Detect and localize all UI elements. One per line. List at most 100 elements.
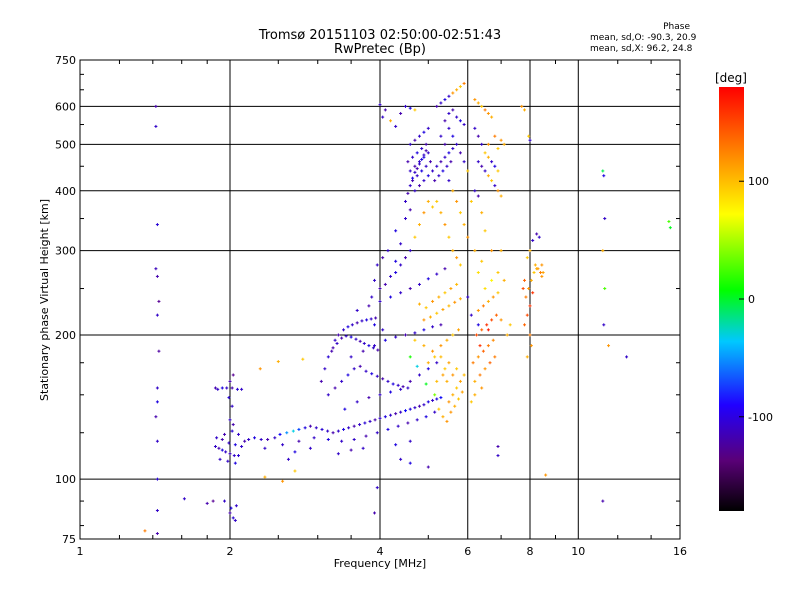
data-point [326, 438, 330, 442]
data-point [367, 304, 371, 308]
data-point [603, 217, 607, 221]
data-point [473, 98, 477, 102]
data-point [483, 287, 487, 291]
data-point [263, 475, 267, 479]
colorbar-tick-label: 0 [748, 293, 755, 306]
data-point [375, 431, 379, 435]
data-point [233, 443, 237, 447]
data-point [426, 174, 430, 178]
data-point [342, 328, 346, 332]
data-point [319, 379, 323, 383]
data-point [323, 367, 327, 371]
data-point [326, 355, 330, 359]
data-point [443, 223, 447, 227]
data-point [308, 424, 312, 428]
data-point [276, 360, 280, 364]
data-point [157, 349, 161, 353]
data-point [535, 267, 539, 271]
data-point [155, 386, 159, 390]
data-point [483, 151, 487, 155]
data-point [411, 179, 415, 183]
data-point [443, 291, 447, 295]
data-point [527, 134, 531, 138]
data-point [668, 226, 672, 230]
data-point [437, 295, 441, 299]
data-point [458, 211, 462, 215]
data-point [445, 338, 449, 342]
data-point [486, 174, 490, 178]
data-point [537, 235, 541, 239]
data-point [383, 415, 387, 419]
data-point [486, 142, 490, 146]
data-point [308, 446, 312, 450]
data-point [355, 321, 359, 325]
y-tick-label: 100 [55, 473, 76, 486]
data-point [406, 191, 410, 195]
data-point [213, 386, 217, 390]
data-point [330, 349, 334, 353]
data-point [231, 373, 235, 377]
data-point [253, 436, 257, 440]
data-point [336, 333, 340, 337]
data-point [435, 272, 439, 276]
data-point [490, 160, 494, 164]
data-point [155, 477, 159, 481]
data-point [399, 263, 403, 267]
data-point [499, 194, 503, 198]
data-point [364, 369, 368, 373]
x-tick-label: 6 [464, 545, 471, 558]
data-point [413, 331, 417, 335]
data-point [441, 169, 445, 173]
data-point [451, 91, 455, 95]
data-point [352, 438, 356, 442]
data-point [406, 386, 410, 390]
data-point [408, 106, 412, 110]
data-point [426, 465, 430, 469]
data-point [312, 436, 316, 440]
data-point [291, 429, 295, 433]
data-point [496, 444, 500, 448]
axis-ticks: 1 2 4 6 8 10 16 75 100 200 300 400 500 600 750 [55, 54, 687, 558]
data-point [399, 242, 403, 246]
data-point [491, 295, 495, 299]
data-point [476, 160, 480, 164]
data-point [449, 287, 453, 291]
data-point [240, 444, 244, 448]
data-point [370, 372, 374, 376]
data-point [394, 124, 398, 128]
data-point [490, 278, 494, 282]
data-point [435, 199, 439, 203]
data-point [439, 396, 443, 400]
data-point [236, 454, 240, 458]
data-point [389, 413, 393, 417]
data-point [458, 297, 462, 301]
data-point [285, 431, 289, 435]
data-point [473, 249, 477, 253]
data-point [417, 373, 421, 377]
data-point [483, 169, 487, 173]
data-point [525, 313, 529, 317]
data-point [399, 387, 403, 391]
data-point [535, 232, 539, 236]
data-point [340, 336, 344, 340]
data-point [373, 344, 377, 348]
scatter-points [143, 81, 672, 536]
data-point [408, 355, 412, 359]
data-point [383, 108, 387, 112]
data-point [415, 418, 419, 422]
data-point [453, 300, 457, 304]
data-point [155, 400, 159, 404]
data-point [480, 142, 484, 146]
data-point [443, 119, 447, 123]
data-point [228, 418, 232, 422]
data-point [486, 111, 490, 115]
data-point [451, 189, 455, 193]
data-point [373, 418, 377, 422]
data-point [406, 160, 410, 164]
data-point [362, 341, 366, 345]
data-point [445, 164, 449, 168]
colorbar-tick-label: 100 [748, 175, 769, 188]
data-point [211, 499, 215, 503]
data-point [505, 333, 509, 337]
